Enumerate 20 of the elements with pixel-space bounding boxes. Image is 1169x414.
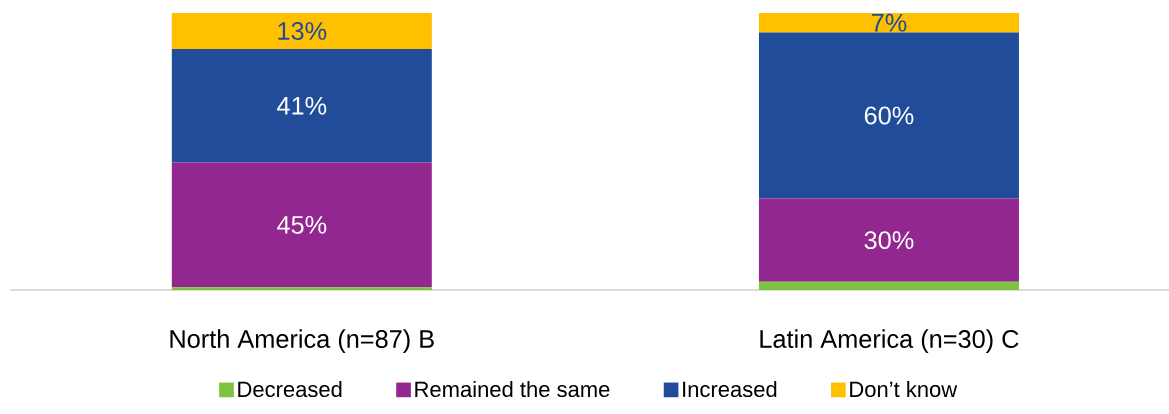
bar <box>171 162 432 288</box>
bar <box>758 281 1019 290</box>
x-tick-label: Latin America (n=30) C <box>760 329 1019 353</box>
data-label: 60% <box>864 106 914 125</box>
bar <box>171 287 432 290</box>
bar <box>758 32 1019 199</box>
data-label: 30% <box>864 231 914 250</box>
legend-label: Don’t know <box>850 380 958 398</box>
legend-label: Decreased <box>238 380 342 398</box>
legend-label: Increased <box>683 380 777 398</box>
data-label: 41% <box>277 96 327 115</box>
legend-label: Remained the same <box>415 380 610 398</box>
x-tick-label: North America (n=87) B <box>170 329 434 353</box>
bar <box>171 49 432 163</box>
bar <box>758 198 1019 282</box>
data-label: 45% <box>277 216 327 234</box>
data-label: 13% <box>278 22 327 40</box>
data-label: 7% <box>871 13 907 32</box>
bar <box>171 13 432 50</box>
bar <box>758 13 1019 33</box>
